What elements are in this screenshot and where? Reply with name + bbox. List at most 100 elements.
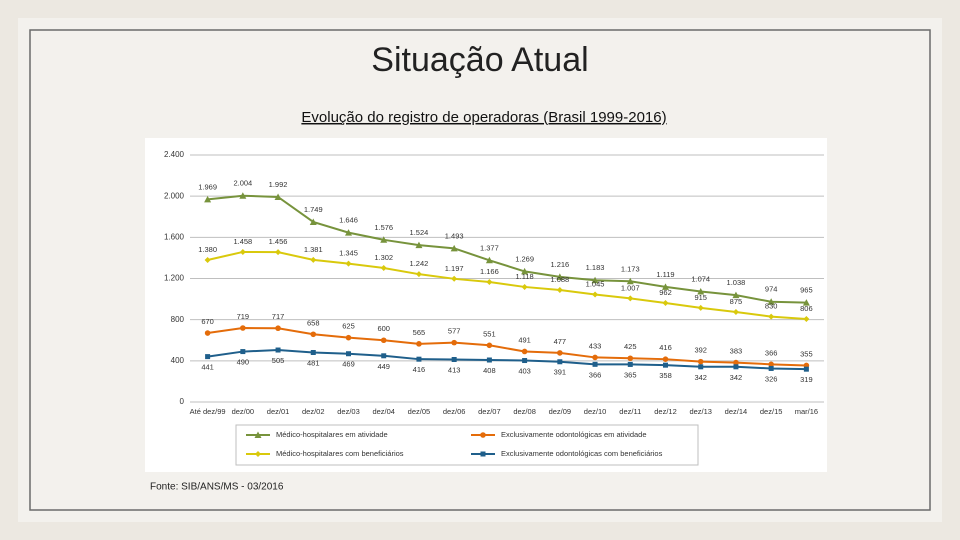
data-label: 1.045 — [586, 279, 605, 288]
marker — [416, 341, 422, 347]
marker — [309, 218, 317, 225]
marker — [768, 313, 775, 320]
data-label: 1.493 — [445, 231, 464, 240]
marker — [626, 277, 634, 285]
data-label: 433 — [589, 341, 602, 350]
marker — [380, 236, 388, 243]
data-label: 366 — [765, 348, 778, 357]
marker — [733, 359, 739, 366]
marker — [557, 350, 563, 356]
marker — [768, 365, 774, 371]
data-label: 965 — [800, 286, 813, 295]
marker — [592, 354, 598, 361]
marker — [204, 195, 212, 203]
x-tick-label: dez/12 — [654, 407, 677, 416]
marker — [732, 308, 739, 315]
data-label: 1.381 — [304, 245, 323, 254]
y-tick-label: 1.600 — [164, 232, 185, 241]
marker — [556, 287, 563, 294]
x-tick-label: dez/04 — [372, 407, 395, 416]
marker — [662, 299, 669, 306]
x-tick-label: dez/00 — [232, 407, 255, 416]
marker — [381, 353, 387, 359]
data-label: 342 — [730, 373, 743, 382]
data-label: 1.576 — [374, 223, 393, 232]
data-label: 806 — [800, 304, 813, 313]
marker — [416, 356, 422, 362]
data-label: 1.197 — [445, 264, 464, 273]
marker — [239, 192, 247, 199]
series-line — [207, 250, 807, 321]
marker — [627, 361, 633, 367]
data-label: 403 — [518, 367, 531, 376]
data-label: 1.458 — [233, 237, 252, 246]
marker — [310, 256, 317, 263]
marker — [662, 283, 669, 290]
data-label: 416 — [413, 365, 426, 374]
series-line — [207, 327, 807, 367]
data-label: 319 — [800, 375, 813, 384]
x-tick-label: dez/15 — [760, 407, 783, 416]
data-label: 413 — [448, 365, 461, 374]
marker — [662, 356, 669, 362]
x-tick-label: dez/07 — [478, 407, 501, 416]
marker — [380, 265, 387, 272]
data-label: 505 — [272, 356, 285, 365]
marker — [486, 278, 493, 285]
data-label: 1.242 — [410, 259, 429, 268]
data-label: 1.119 — [656, 270, 674, 279]
x-tick-label: dez/02 — [302, 407, 325, 416]
marker — [346, 351, 351, 357]
marker — [204, 330, 211, 336]
data-label: 1.456 — [269, 237, 288, 246]
data-label: 365 — [624, 370, 637, 379]
marker — [802, 299, 810, 306]
marker — [592, 291, 599, 298]
data-label: 875 — [730, 297, 743, 306]
y-tick-label: 2.400 — [164, 150, 185, 159]
data-label: 1.038 — [727, 278, 746, 287]
data-label: 1.345 — [339, 249, 358, 258]
y-tick-label: 400 — [171, 356, 185, 365]
x-tick-label: dez/13 — [689, 407, 712, 416]
marker — [345, 334, 352, 341]
marker — [451, 339, 457, 346]
data-label: 481 — [307, 358, 320, 367]
marker — [255, 451, 261, 457]
marker — [486, 357, 492, 363]
data-label: 551 — [483, 329, 496, 338]
data-label: 1.118 — [516, 272, 534, 281]
marker — [767, 298, 775, 305]
source: Fonte: SIB/ANS/MS - 03/2016 — [150, 482, 284, 493]
marker — [768, 361, 774, 368]
marker — [732, 291, 740, 299]
marker — [415, 271, 422, 278]
data-label: 1.166 — [480, 267, 499, 276]
x-tick-label: dez/09 — [549, 407, 572, 416]
legend-label: Exclusivamente odontológicas em atividad… — [501, 430, 647, 439]
marker — [663, 362, 668, 368]
x-tick-label: dez/01 — [267, 407, 290, 416]
marker — [380, 337, 387, 344]
marker — [627, 295, 634, 302]
data-label: 490 — [237, 358, 250, 367]
data-label: 1.992 — [269, 180, 288, 189]
y-tick-label: 0 — [180, 397, 185, 406]
x-tick-label: dez/06 — [443, 407, 466, 416]
marker — [521, 267, 529, 275]
x-tick-label: dez/05 — [408, 407, 431, 416]
data-label: 1.007 — [621, 283, 640, 292]
y-tick-label: 1.200 — [164, 274, 185, 283]
marker — [521, 348, 528, 355]
marker — [450, 244, 458, 252]
data-label: 1.216 — [550, 260, 569, 269]
data-label: 2.004 — [233, 179, 252, 188]
marker — [697, 304, 704, 311]
legend-box — [235, 424, 699, 466]
data-label: 326 — [765, 374, 778, 383]
data-label: 477 — [554, 337, 567, 346]
data-label: 962 — [659, 288, 672, 297]
series-line — [207, 194, 807, 304]
marker — [480, 451, 486, 457]
